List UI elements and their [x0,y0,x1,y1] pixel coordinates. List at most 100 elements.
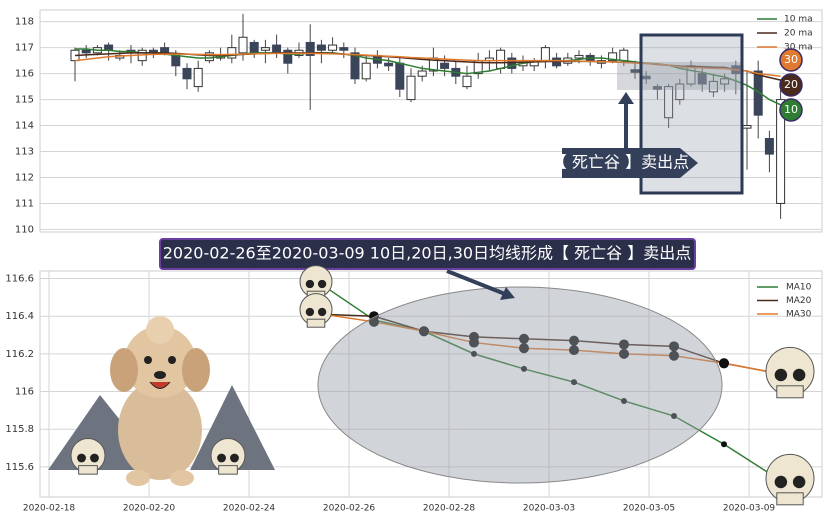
candle-body [160,47,170,54]
candle-body [182,67,192,80]
candle-body [260,47,270,51]
ma-chart: 115.6 115.8 116 116.2 116.4 116.6 2020-02-18 20… [5,271,822,514]
candle-body [81,49,91,54]
candle-body [204,52,214,62]
x-tick-label: 2020-02-28 [423,504,476,514]
candle-body [384,62,394,67]
candle-body [339,47,349,51]
candle-body [708,80,718,93]
annotation-arrow [562,148,698,178]
y-tick-label: 115.8 [5,424,34,435]
candle-body [238,36,248,54]
skull-eye [217,453,226,463]
pointer-arrow [446,269,506,296]
candle-body [193,67,203,88]
y-tick-label: 117 [15,43,34,54]
ma-dot [619,348,629,359]
candle-body [697,73,707,85]
ma-dot [669,341,679,352]
y-tick-label: 116 [15,387,34,398]
poodle [110,316,210,486]
x-tick-label: 2020-03-05 [623,504,675,514]
badge-label: 10 [784,103,798,116]
skull-eye [305,307,315,317]
candle-body [608,52,618,62]
ma-dot [571,379,577,386]
pointer-arrow-head [500,287,515,300]
up-arrow-head [618,92,634,104]
candle-body [720,78,730,85]
candle-body [283,49,293,64]
badge [779,98,803,122]
badge [779,73,803,97]
skull-jaw [776,492,804,506]
ma-dot [621,397,627,404]
y-tick-label: 115.6 [5,462,34,473]
decorations: 【 死亡谷 】卖出点 2020-02-26至2020-03-09 10日,20日… [48,33,815,506]
banner-box [159,238,696,270]
candle-body [776,99,786,204]
skull-jaw [218,465,238,475]
annotation: 【 死亡谷 】卖出点 [551,153,689,172]
ma-dot [519,333,529,344]
y-tick-label: 112 [15,172,34,183]
candle-body [361,62,371,80]
candle-body [619,49,629,62]
candle-body [104,44,114,51]
y-tick-label: 118 [15,17,34,28]
x-tick-label: 2020-03-09 [723,504,776,514]
y-tick-label: 116.2 [5,349,34,360]
ma-dot [569,335,579,346]
top-plot-area [39,9,823,233]
skulls [70,265,815,506]
ma-dot [619,339,629,350]
skull-eye [90,453,99,463]
candle-body [764,138,774,155]
skull-eye [77,453,86,463]
candle-body [227,47,237,59]
x-tick-label: 2020-02-24 [223,504,276,514]
ma-dot [671,413,677,420]
legend-label: MA20 [786,296,812,306]
skull-eye [317,279,327,289]
skull-eye [774,475,788,489]
legend-label: MA10 [786,283,812,293]
candle-body [462,75,472,88]
x-tick-label: 2020-03-03 [523,504,575,514]
candle-body [675,83,685,101]
candle-body [440,62,450,69]
ma-line [323,313,775,374]
ma-line [74,52,781,77]
y-tick-label: 114 [15,121,34,132]
skull-eye [305,279,315,289]
y-tick-label: 116.4 [5,311,34,322]
ma-dot [721,441,727,448]
ma-dot [669,350,679,361]
y-tick-label: 116 [15,69,34,80]
banner: 2020-02-26至2020-03-09 10日,20日,30日均线形成【 死… [163,244,691,263]
skull-jaw [306,318,326,328]
y-tick-label: 113 [15,147,34,158]
legend-label: 30 ma [784,43,813,53]
skull-eye [792,368,806,382]
skull-eye [792,475,806,489]
candle-body [753,70,763,116]
candle-body [652,86,662,90]
x-tick-label: 2020-02-18 [23,504,76,514]
candle-body [630,69,640,73]
candle-body [406,75,416,101]
candle-body [305,41,315,56]
legend-label: MA30 [786,310,812,320]
candle-body [496,49,506,69]
skull-eye [774,368,788,382]
y-tick-label: 115 [15,95,34,106]
ma-dot [569,345,579,356]
candle-body [249,41,259,54]
candle-body [171,54,181,67]
candle-body [395,62,405,90]
ma-dot [369,316,379,327]
skull-jaw [78,465,98,475]
candle-chart: 110 111 112 113 114 115 116 117 118 10 ma 20 ma 30 … [15,13,822,235]
ma-dot [519,343,529,354]
